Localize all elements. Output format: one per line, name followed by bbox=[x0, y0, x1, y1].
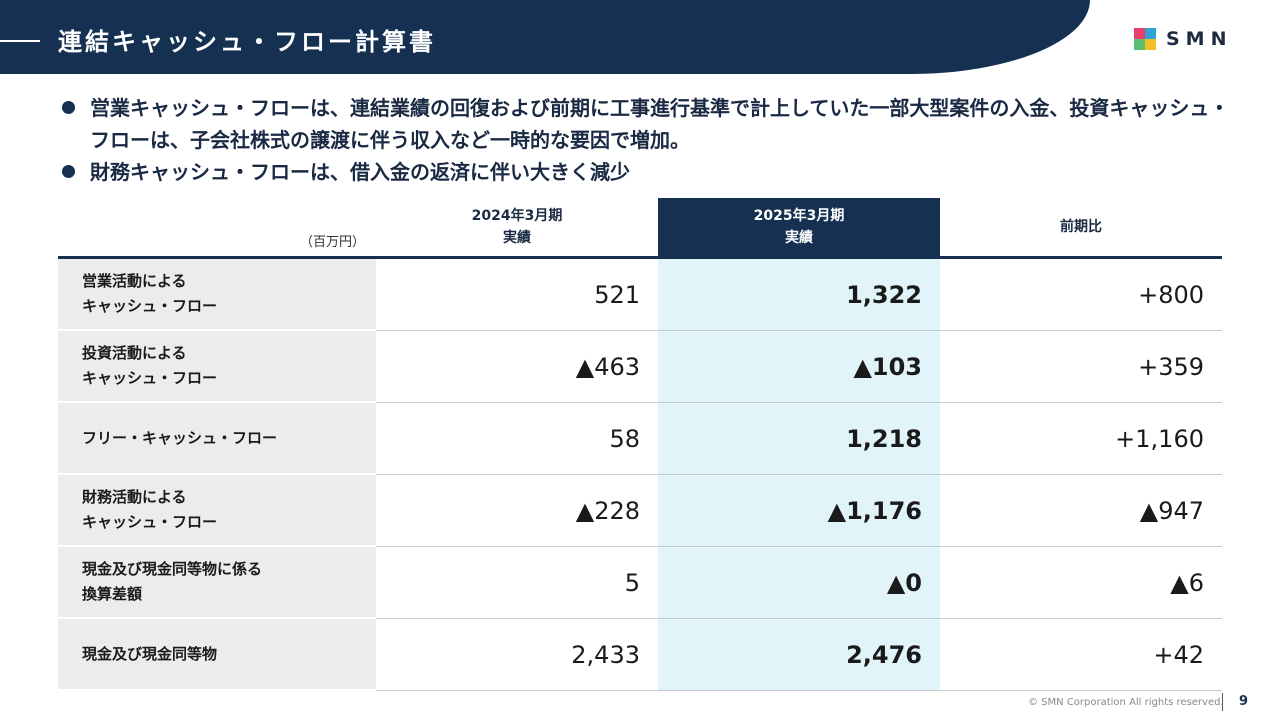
copyright-text: © SMN Corporation All rights reserved. bbox=[1028, 697, 1224, 708]
row-label: 営業活動による キャッシュ・フロー bbox=[58, 259, 376, 329]
cell-diff: +800 bbox=[940, 259, 1222, 331]
row-label: 現金及び現金同等物に係る 換算差額 bbox=[58, 547, 376, 617]
cell-diff: +1,160 bbox=[940, 403, 1222, 475]
row-label: 財務活動による キャッシュ・フロー bbox=[58, 475, 376, 545]
summary-bullets: 営業キャッシュ・フローは、連結業績の回復および前期に工事進行基準で計上していた一… bbox=[60, 92, 1230, 188]
cell-diff: +359 bbox=[940, 331, 1222, 403]
column-header-line: 実績 bbox=[785, 230, 813, 246]
unit-label: （百万円） bbox=[300, 235, 366, 250]
table-row: 現金及び現金同等物 2,433 2,476 +42 bbox=[58, 619, 1222, 691]
cell-diff: +42 bbox=[940, 619, 1222, 691]
cell-2025: ▲0 bbox=[658, 547, 940, 619]
cell-diff: ▲6 bbox=[940, 547, 1222, 619]
row-label-text: 投資活動による キャッシュ・フロー bbox=[82, 344, 218, 387]
row-label-text: 財務活動による キャッシュ・フロー bbox=[82, 488, 218, 531]
cell-2025: 1,322 bbox=[658, 259, 940, 331]
column-header-line: 実績 bbox=[503, 230, 531, 246]
cell-2025: ▲103 bbox=[658, 331, 940, 403]
header-band bbox=[0, 0, 1090, 74]
table-row: フリー・キャッシュ・フロー 58 1,218 +1,160 bbox=[58, 403, 1222, 475]
bullet-item: 財務キャッシュ・フローは、借入金の返済に伴い大きく減少 bbox=[60, 156, 1230, 188]
table-row: 現金及び現金同等物に係る 換算差額 5 ▲0 ▲6 bbox=[58, 547, 1222, 619]
logo-wordmark: SMN bbox=[1166, 28, 1233, 50]
cell-2024: 58 bbox=[376, 403, 658, 475]
cell-diff: ▲947 bbox=[940, 475, 1222, 547]
company-logo: SMN bbox=[1134, 28, 1233, 50]
column-header-diff: 前期比 bbox=[940, 198, 1222, 256]
cell-2024: 5 bbox=[376, 547, 658, 619]
row-label: 現金及び現金同等物 bbox=[58, 619, 376, 689]
table-row: 投資活動による キャッシュ・フロー ▲463 ▲103 +359 bbox=[58, 331, 1222, 403]
logo-square-pink bbox=[1134, 28, 1145, 39]
logo-square-yellow bbox=[1145, 39, 1156, 50]
column-header-line: 2025年3月期 bbox=[753, 208, 845, 224]
table-row: 営業活動による キャッシュ・フロー 521 1,322 +800 bbox=[58, 259, 1222, 331]
logo-square-green bbox=[1134, 39, 1145, 50]
cell-2024: ▲228 bbox=[376, 475, 658, 547]
cell-2024: ▲463 bbox=[376, 331, 658, 403]
cell-2024: 2,433 bbox=[376, 619, 658, 691]
page-number: 9 bbox=[1239, 694, 1249, 709]
logo-square-blue bbox=[1145, 28, 1156, 39]
row-label: 投資活動による キャッシュ・フロー bbox=[58, 331, 376, 401]
row-label-text: 現金及び現金同等物 bbox=[82, 644, 218, 663]
bullet-item: 営業キャッシュ・フローは、連結業績の回復および前期に工事進行基準で計上していた一… bbox=[60, 92, 1230, 156]
table-header: （百万円） 2024年3月期 実績 2025年3月期 実績 前期比 bbox=[58, 198, 1222, 259]
column-header-2025: 2025年3月期 実績 bbox=[658, 198, 940, 256]
cashflow-table: （百万円） 2024年3月期 実績 2025年3月期 実績 前期比 営業活動によ… bbox=[58, 198, 1222, 691]
column-header-line: 2024年3月期 bbox=[471, 208, 563, 224]
cell-2025: 2,476 bbox=[658, 619, 940, 691]
table-row: 財務活動による キャッシュ・フロー ▲228 ▲1,176 ▲947 bbox=[58, 475, 1222, 547]
cell-2025: 1,218 bbox=[658, 403, 940, 475]
row-label-text: フリー・キャッシュ・フロー bbox=[82, 428, 278, 447]
row-label-text: 現金及び現金同等物に係る 換算差額 bbox=[82, 560, 263, 603]
footer-divider bbox=[1222, 693, 1223, 711]
cell-2024: 521 bbox=[376, 259, 658, 331]
title-accent-line bbox=[0, 40, 40, 42]
row-label: フリー・キャッシュ・フロー bbox=[58, 403, 376, 473]
row-label-text: 営業活動による キャッシュ・フロー bbox=[82, 272, 218, 315]
cell-2025: ▲1,176 bbox=[658, 475, 940, 547]
column-header-2024: 2024年3月期 実績 bbox=[376, 198, 658, 256]
column-header-line: 前期比 bbox=[1060, 219, 1102, 235]
page-title: 連結キャッシュ・フロー計算書 bbox=[58, 28, 436, 56]
logo-mark-icon bbox=[1134, 28, 1156, 50]
